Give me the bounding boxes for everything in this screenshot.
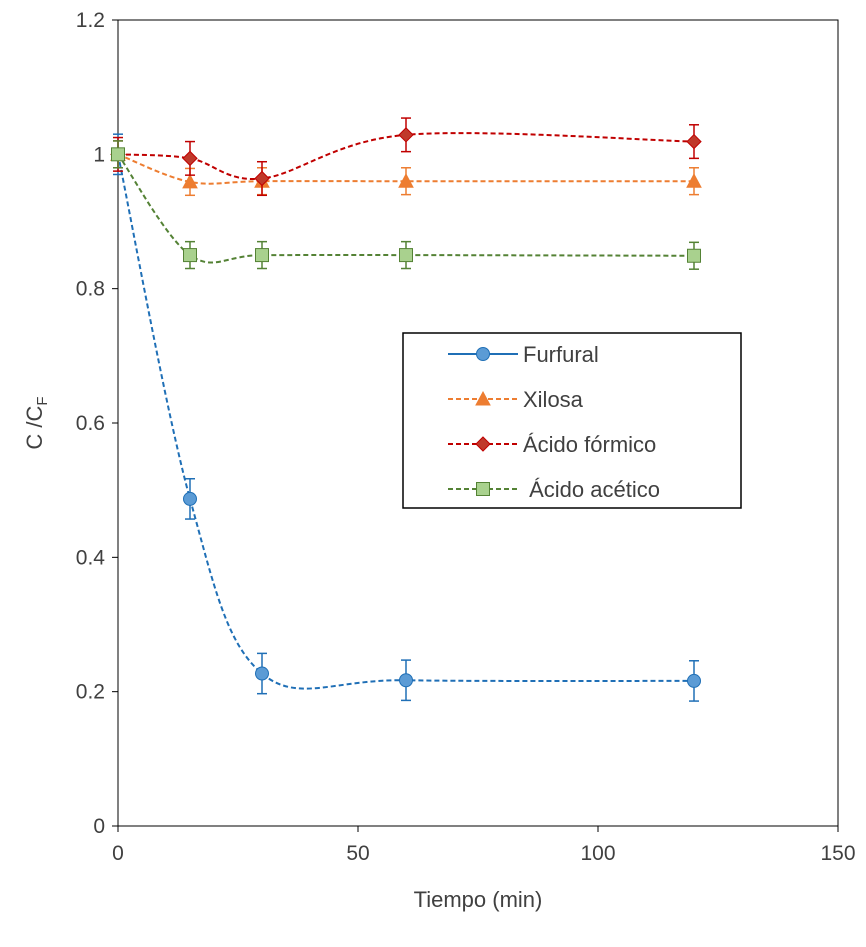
y-axis-title-main: C /C bbox=[22, 405, 47, 449]
y-tick-label: 0.4 bbox=[76, 546, 106, 569]
legend-label: Ácido acético bbox=[523, 477, 660, 502]
legend-entry-2: Ácido fórmico bbox=[448, 432, 656, 457]
legend-entry-3: Ácido acético bbox=[448, 477, 660, 502]
data-point bbox=[398, 127, 414, 143]
y-tick-label: 0 bbox=[93, 815, 105, 838]
legend-marker bbox=[475, 390, 491, 406]
legend-entry-1: Xilosa bbox=[448, 387, 584, 412]
data-point bbox=[398, 173, 414, 188]
legend-marker bbox=[476, 347, 490, 361]
legend: Furfural Xilosa Ácido fórmico Ácido acétic… bbox=[402, 332, 742, 509]
series-3 bbox=[111, 140, 701, 270]
y-tick-label: 1.2 bbox=[76, 9, 105, 32]
data-point bbox=[399, 673, 413, 688]
data-point bbox=[183, 491, 197, 506]
data-point bbox=[111, 147, 125, 162]
x-tick-label: 50 bbox=[346, 842, 369, 865]
x-tick-label: 100 bbox=[580, 842, 615, 865]
series-layer bbox=[110, 117, 702, 702]
legend-items: Furfural Xilosa Ácido fórmico Ácido acétic… bbox=[448, 342, 660, 502]
legend-entry-0: Furfural bbox=[448, 342, 599, 367]
legend-box bbox=[402, 332, 742, 509]
data-point bbox=[687, 673, 701, 688]
data-point bbox=[399, 248, 413, 263]
data-point bbox=[687, 248, 701, 263]
series-line bbox=[117, 153, 694, 185]
legend-label: Ácido fórmico bbox=[523, 432, 656, 457]
y-tick-label: 0.6 bbox=[76, 412, 105, 435]
series-line bbox=[117, 153, 695, 264]
data-point bbox=[182, 150, 198, 167]
data-point bbox=[255, 666, 269, 681]
legend-label: Furfural bbox=[523, 342, 599, 367]
x-axis-title: Tiempo (min) bbox=[414, 887, 543, 912]
y-axis-title: C /CF bbox=[22, 396, 51, 449]
legend-label: Xilosa bbox=[523, 387, 584, 412]
y-axis-title-subscript: F bbox=[34, 396, 51, 405]
data-point bbox=[255, 248, 269, 263]
y-tick-label: 0.8 bbox=[76, 278, 105, 301]
y-tick-label: 0.2 bbox=[76, 681, 105, 704]
legend-marker bbox=[476, 482, 490, 496]
data-point bbox=[183, 248, 197, 263]
axis-ticks: 0 0.2 0.4 0.6 0.8 1 1.2 0 50 100 150 bbox=[76, 9, 856, 865]
data-point bbox=[254, 170, 270, 187]
data-point bbox=[182, 173, 198, 189]
y-tick-label: 1 bbox=[93, 143, 105, 166]
data-point bbox=[686, 173, 702, 188]
x-tick-label: 0 bbox=[112, 842, 124, 865]
legend-marker bbox=[475, 436, 491, 452]
data-point bbox=[686, 133, 702, 150]
x-tick-label: 150 bbox=[820, 842, 855, 865]
